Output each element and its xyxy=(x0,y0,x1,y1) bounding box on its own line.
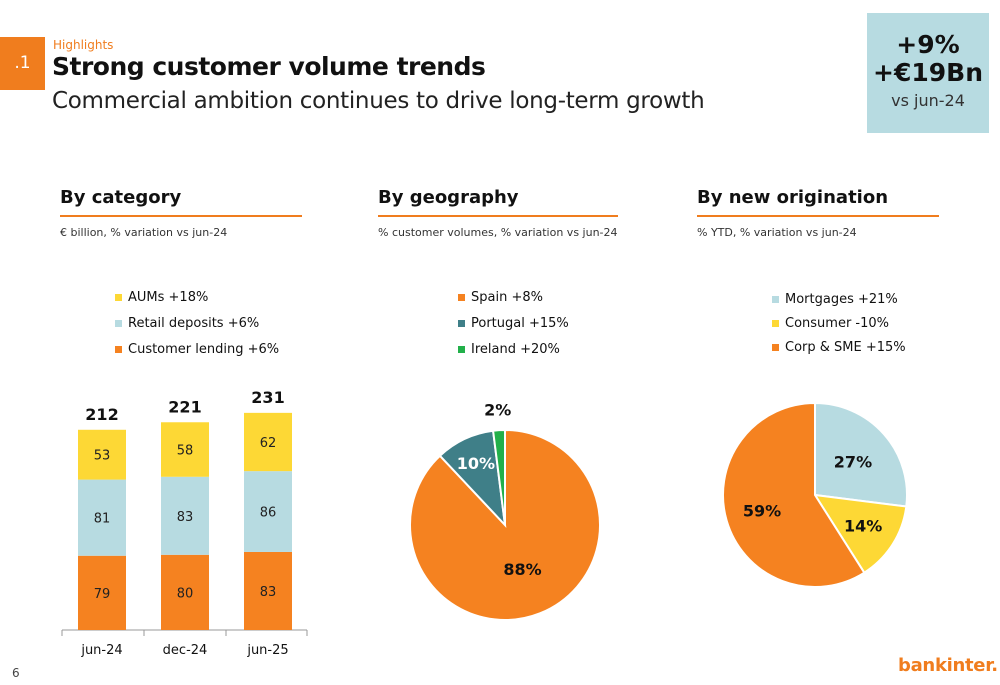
bar-segment xyxy=(244,412,292,472)
geography-section-subtitle: % customer volumes, % variation vs jun-2… xyxy=(378,226,618,239)
kpi-comparison: vs jun-24 xyxy=(891,91,965,110)
legend-item: Customer lending +6% xyxy=(115,336,279,362)
legend-item: Consumer -10% xyxy=(772,311,906,335)
legend-label: AUMs +18% xyxy=(128,289,209,305)
pie-value-label: 10% xyxy=(457,454,495,473)
legend-swatch xyxy=(458,293,465,301)
legend-item: Mortgages +21% xyxy=(772,287,906,311)
legend-item: Portugal +15% xyxy=(458,310,569,336)
bar-value-label: 53 xyxy=(94,449,111,464)
x-tick-label: jun-24 xyxy=(80,643,122,658)
bar-value-label: 86 xyxy=(260,506,277,521)
pie-slice xyxy=(722,401,866,588)
bar-value-label: 62 xyxy=(260,436,277,451)
legend-label: Retail deposits +6% xyxy=(128,315,260,331)
origination-section-subtitle: % YTD, % variation vs jun-24 xyxy=(697,226,857,239)
legend-swatch xyxy=(115,293,122,301)
bar-total-label: 221 xyxy=(168,397,201,416)
legend-item: AUMs +18% xyxy=(115,284,279,310)
legend-item: Corp & SME +15% xyxy=(772,335,906,359)
page-title: Strong customer volume trends xyxy=(52,52,486,81)
geography-pie-chart: 88% 10% 2% xyxy=(409,400,601,621)
pie-value-label: 59% xyxy=(743,501,781,520)
legend-item: Retail deposits +6% xyxy=(115,310,279,336)
pie-value-label: 2% xyxy=(484,400,511,419)
origination-pie-chart: 27% 14% 59% xyxy=(722,401,908,588)
legend-label: Corp & SME +15% xyxy=(785,339,906,355)
kpi-box: +9% +€19Bn vs jun-24 xyxy=(867,13,989,133)
legend-item: Spain +8% xyxy=(458,284,569,310)
origination-section-divider xyxy=(697,215,939,217)
legend-swatch xyxy=(458,319,465,327)
bar-value-label: 81 xyxy=(94,512,111,527)
category-section-title: By category xyxy=(60,187,182,208)
bar-segment xyxy=(161,422,209,477)
legend-label: Customer lending +6% xyxy=(128,341,280,357)
bar-value-label: 83 xyxy=(177,510,194,525)
bar-value-label: 58 xyxy=(177,444,194,459)
bar-segment xyxy=(161,476,209,555)
geography-section-title: By geography xyxy=(378,187,519,208)
bar-total-label: 212 xyxy=(85,405,118,424)
x-tick-label: dec-24 xyxy=(163,643,208,658)
page-number: 6 xyxy=(12,666,20,680)
bar-value-label: 80 xyxy=(177,586,194,601)
legend-label: Ireland +20% xyxy=(471,341,560,357)
kpi-growth-amount: +€19Bn xyxy=(873,58,983,87)
bar-segment xyxy=(244,551,292,630)
category-section-divider xyxy=(60,215,302,217)
legend-swatch xyxy=(772,295,779,303)
pie-slice xyxy=(814,401,908,508)
category-section-subtitle: € billion, % variation vs jun-24 xyxy=(60,226,228,239)
geography-legend: Spain +8% Portugal +15% Ireland +20% xyxy=(458,284,569,362)
legend-swatch xyxy=(115,345,122,353)
section-number-tab: .1 xyxy=(0,37,45,90)
section-kicker: Highlights xyxy=(53,38,114,52)
legend-swatch xyxy=(772,343,779,351)
origination-legend: Mortgages +21% Consumer -10% Corp & SME … xyxy=(772,287,906,359)
pie-value-label: 14% xyxy=(844,517,882,536)
bar-value-label: 79 xyxy=(94,587,111,602)
legend-label: Portugal +15% xyxy=(471,315,569,331)
legend-swatch xyxy=(115,319,122,327)
bar-value-label: 83 xyxy=(260,585,277,600)
pie-slice xyxy=(491,428,506,526)
bar-segment xyxy=(78,555,126,630)
x-tick-label: jun-25 xyxy=(246,643,288,658)
bar-segment xyxy=(161,554,209,630)
pie-value-label: 88% xyxy=(503,560,541,579)
legend-swatch xyxy=(772,319,779,327)
origination-section-title: By new origination xyxy=(697,187,889,208)
stacked-bar-chart: 79 81 53 212 jun-24 80 83 58 221 dec-24 83 86 62 231 j… xyxy=(61,388,308,658)
legend-label: Spain +8% xyxy=(471,289,543,305)
pie-value-label: 27% xyxy=(834,453,872,472)
category-legend: AUMs +18% Retail deposits +6% Customer l… xyxy=(115,284,279,362)
legend-item: Ireland +20% xyxy=(458,336,569,362)
legend-label: Mortgages +21% xyxy=(785,291,898,307)
pie-slice xyxy=(813,493,908,575)
bar-segment xyxy=(78,479,126,556)
legend-label: Consumer -10% xyxy=(785,315,890,331)
bar-segment xyxy=(78,429,126,480)
legend-swatch xyxy=(458,345,465,353)
bar-total-label: 231 xyxy=(251,388,284,407)
bar-segment xyxy=(244,471,292,552)
geography-section-divider xyxy=(378,215,618,217)
page-subtitle: Commercial ambition continues to drive l… xyxy=(52,88,705,114)
kpi-growth-percent: +9% xyxy=(896,30,960,59)
bankinter-logo: bankinter. xyxy=(898,655,998,676)
